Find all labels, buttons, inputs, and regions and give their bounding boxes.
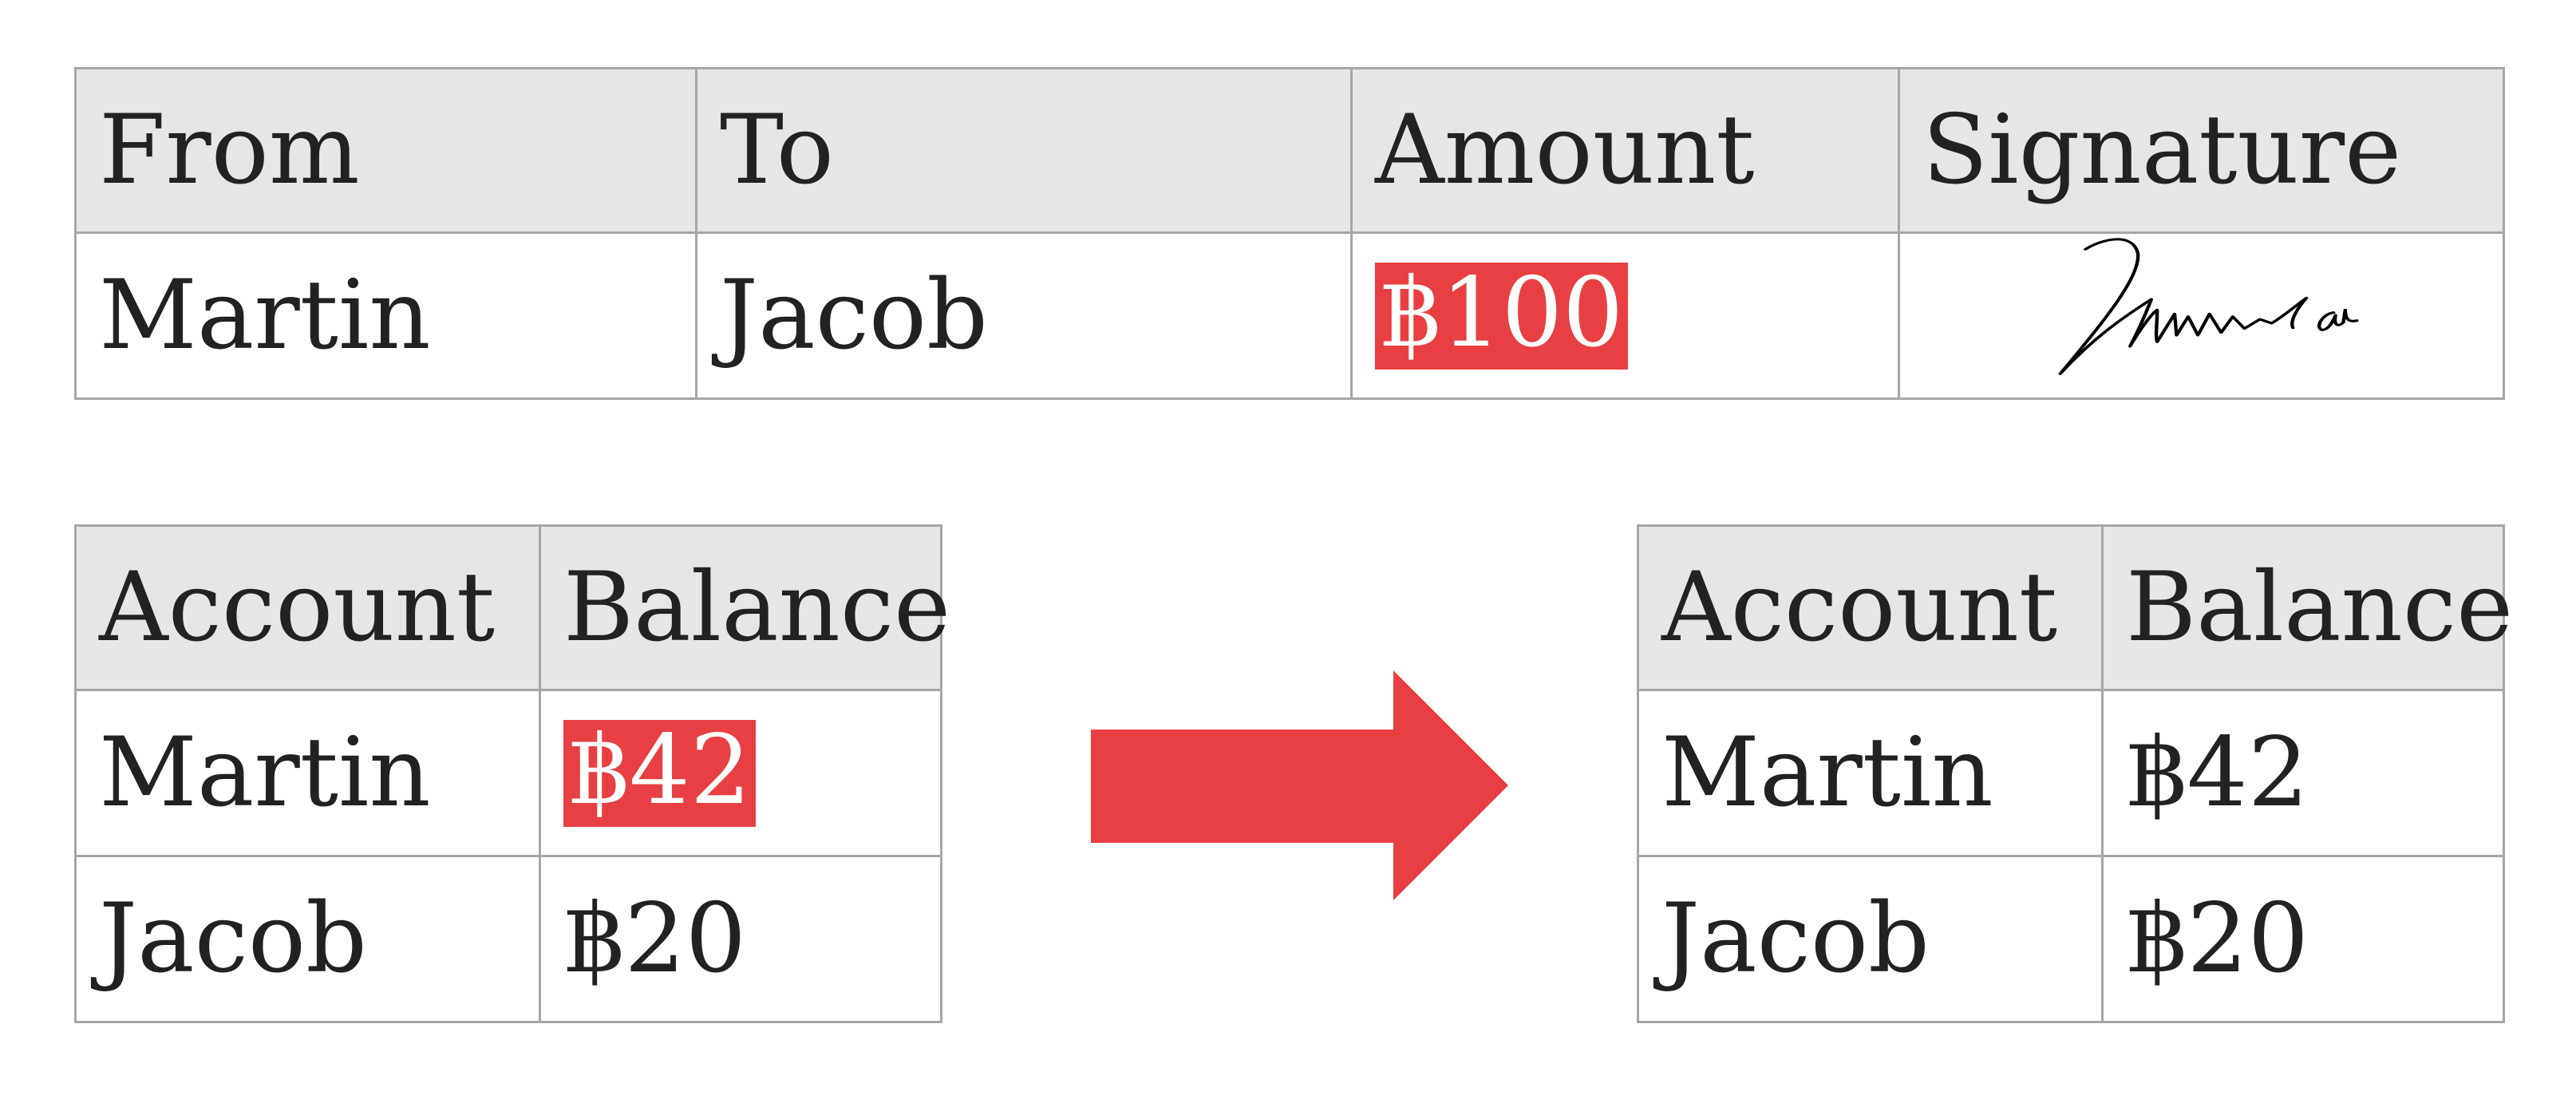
header-to: To [695,67,1353,234]
cell-from: Martin [74,231,697,400]
cell-to: Jacob [695,231,1353,400]
header-balance: Balance [2101,524,2513,691]
cell-balance: ฿20 [539,855,942,1023]
header-account: Account [1637,524,2104,691]
balance-highlight: ฿42 [563,719,757,827]
cell-account: Jacob [74,855,541,1023]
cell-account: Martin [74,689,541,857]
cell-account: Martin [1637,689,2104,857]
cell-balance: ฿20 [2101,855,2505,1023]
header-balance: Balance [539,524,950,691]
amount-highlight: ฿100 [1375,262,1629,370]
cell-balance: ฿42 [2101,689,2505,857]
header-account: Account [74,524,541,691]
cell-account: Jacob [1637,855,2104,1023]
cell-balance: ฿42 [539,689,942,857]
arrow-right-icon [1091,670,1508,900]
signature-image [2058,238,2359,375]
cell-amount: ฿100 [1350,231,1900,400]
cell-signature [1898,231,2505,400]
header-amount: Amount [1350,67,1900,234]
header-signature: Signature [1898,67,2505,234]
header-from: From [74,67,697,234]
